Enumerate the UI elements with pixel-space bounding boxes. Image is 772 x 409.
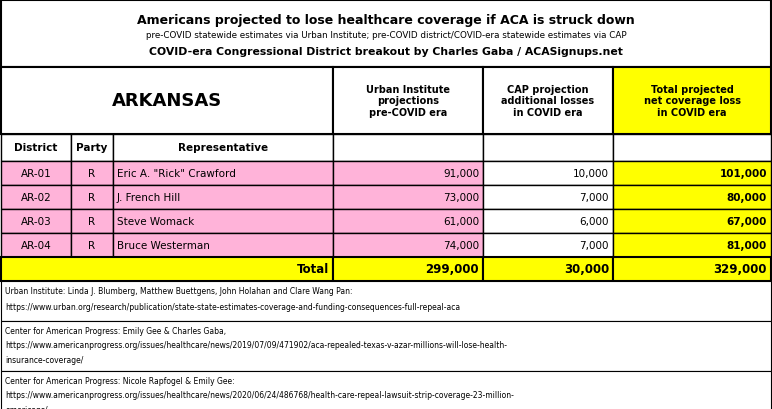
Bar	[613, 257, 771, 281]
Bar	[483, 68, 613, 135]
Text: Bruce Westerman: Bruce Westerman	[117, 240, 210, 250]
Bar	[71, 234, 113, 257]
Text: AR-03: AR-03	[21, 216, 52, 227]
Bar	[1, 371, 771, 409]
Bar	[483, 209, 613, 234]
Text: Total: Total	[296, 263, 329, 276]
Text: americans/: americans/	[5, 405, 48, 409]
Bar	[333, 68, 483, 135]
Text: AR-01: AR-01	[21, 169, 52, 179]
Bar	[333, 162, 483, 186]
Text: https://www.americanprogress.org/issues/healthcare/news/2019/07/09/471902/aca-re: https://www.americanprogress.org/issues/…	[5, 340, 507, 349]
Text: ARKANSAS: ARKANSAS	[112, 92, 222, 110]
Text: 6,000: 6,000	[580, 216, 609, 227]
Text: COVID-era Congressional District breakout by Charles Gaba / ACASignups.net: COVID-era Congressional District breakou…	[149, 47, 623, 57]
Text: 80,000: 80,000	[726, 193, 767, 202]
Bar	[71, 162, 113, 186]
Bar	[1, 135, 71, 162]
Text: Party: Party	[76, 143, 107, 153]
Text: Urban Institute
projections
pre-COVID era: Urban Institute projections pre-COVID er…	[366, 85, 450, 118]
Text: 67,000: 67,000	[726, 216, 767, 227]
Text: 329,000: 329,000	[713, 263, 767, 276]
Bar	[613, 162, 771, 186]
Bar	[1, 281, 771, 321]
Text: 73,000: 73,000	[443, 193, 479, 202]
Bar	[1, 234, 71, 257]
Text: R: R	[89, 216, 96, 227]
Text: R: R	[89, 169, 96, 179]
Text: https://www.americanprogress.org/issues/healthcare/news/2020/06/24/486768/health: https://www.americanprogress.org/issues/…	[5, 390, 514, 399]
Text: Center for American Progress: Nicole Rapfogel & Emily Gee:: Center for American Progress: Nicole Rap…	[5, 376, 235, 385]
Bar	[113, 234, 333, 257]
Bar	[483, 257, 613, 281]
Bar	[613, 68, 771, 135]
Text: 74,000: 74,000	[443, 240, 479, 250]
Bar	[613, 234, 771, 257]
Text: R: R	[89, 193, 96, 202]
Bar	[333, 135, 483, 162]
Bar	[1, 162, 71, 186]
Text: District: District	[15, 143, 58, 153]
Text: CAP projection
additional losses
in COVID era: CAP projection additional losses in COVI…	[502, 85, 594, 118]
Bar	[333, 186, 483, 209]
Bar	[483, 162, 613, 186]
Text: Urban Institute: Linda J. Blumberg, Matthew Buettgens, John Holahan and Clare Wa: Urban Institute: Linda J. Blumberg, Matt…	[5, 286, 353, 295]
Bar	[613, 209, 771, 234]
Bar	[1, 209, 71, 234]
Text: Eric A. "Rick" Crawford: Eric A. "Rick" Crawford	[117, 169, 236, 179]
Bar	[1, 257, 333, 281]
Text: Center for American Progress: Emily Gee & Charles Gaba,: Center for American Progress: Emily Gee …	[5, 326, 226, 335]
Text: 30,000: 30,000	[564, 263, 609, 276]
Bar	[483, 234, 613, 257]
Text: pre-COVID statewide estimates via Urban Institute; pre-COVID district/COVID-era : pre-COVID statewide estimates via Urban …	[146, 31, 626, 40]
Bar	[1, 186, 71, 209]
Bar	[613, 186, 771, 209]
Bar	[71, 135, 113, 162]
Text: 7,000: 7,000	[580, 240, 609, 250]
Bar	[483, 186, 613, 209]
Text: Representative: Representative	[178, 143, 268, 153]
Text: Total projected
net coverage loss
in COVID era: Total projected net coverage loss in COV…	[644, 85, 740, 118]
Text: 10,000: 10,000	[573, 169, 609, 179]
Bar	[333, 257, 483, 281]
Text: AR-02: AR-02	[21, 193, 52, 202]
Bar	[483, 135, 613, 162]
Bar	[333, 209, 483, 234]
Bar	[613, 135, 771, 162]
Text: Steve Womack: Steve Womack	[117, 216, 195, 227]
Text: https://www.urban.org/research/publication/state-state-estimates-coverage-and-fu: https://www.urban.org/research/publicati…	[5, 302, 460, 311]
Bar	[71, 209, 113, 234]
Text: AR-04: AR-04	[21, 240, 52, 250]
Bar	[113, 186, 333, 209]
Text: 299,000: 299,000	[425, 263, 479, 276]
Bar	[113, 209, 333, 234]
Text: R: R	[89, 240, 96, 250]
Bar	[1, 1, 771, 68]
Text: 7,000: 7,000	[580, 193, 609, 202]
Bar	[113, 135, 333, 162]
Text: J. French Hill: J. French Hill	[117, 193, 181, 202]
Text: insurance-coverage/: insurance-coverage/	[5, 355, 83, 364]
Text: Americans projected to lose healthcare coverage if ACA is struck down: Americans projected to lose healthcare c…	[137, 14, 635, 27]
Bar	[1, 68, 333, 135]
Bar	[1, 321, 771, 371]
Text: 81,000: 81,000	[726, 240, 767, 250]
Text: 101,000: 101,000	[720, 169, 767, 179]
Text: 91,000: 91,000	[443, 169, 479, 179]
Bar	[71, 186, 113, 209]
Bar	[333, 234, 483, 257]
Text: 61,000: 61,000	[443, 216, 479, 227]
Bar	[113, 162, 333, 186]
